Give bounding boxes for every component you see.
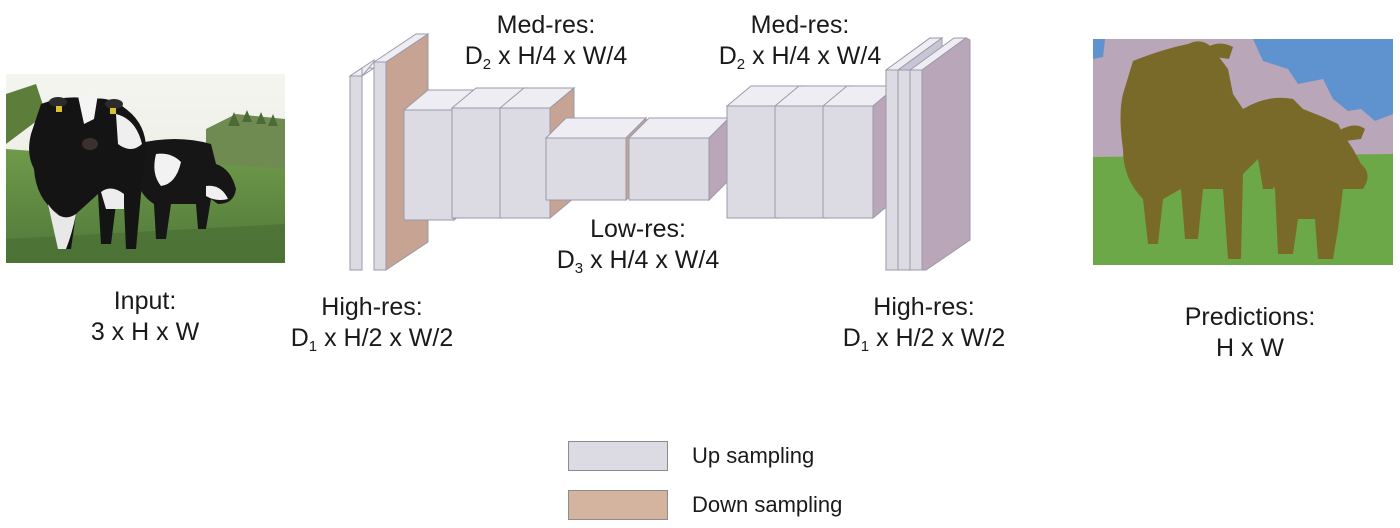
legend-label-down: Down sampling	[692, 492, 843, 517]
highres-right-label: High-res: D1 x H/2 x W/2	[842, 293, 1006, 355]
encoder-highres-layer-1	[348, 67, 376, 271]
lowres-block-2	[627, 116, 731, 202]
medres-right-label: Med-res: D2 x H/4 x W/4	[718, 11, 882, 73]
predictions-label: Predictions: H x W	[1184, 303, 1316, 362]
highres-left-label: High-res: D1 x H/2 x W/2	[290, 293, 454, 355]
legend-label-up: Up sampling	[692, 443, 815, 468]
encoder-medres-block-3	[498, 86, 576, 220]
lowres-label: Low-res: D3 x H/4 x W/4	[556, 215, 720, 277]
legend-up-sampling: Up sampling	[568, 441, 814, 471]
medres-left-label: Med-res: D2 x H/4 x W/4	[464, 11, 628, 73]
input-label: Input: 3 x H x W	[90, 287, 200, 346]
legend-swatch-down	[568, 490, 668, 520]
input-photo	[6, 74, 285, 263]
legend-swatch-up	[568, 441, 668, 471]
prediction-map	[1093, 39, 1393, 265]
legend-down-sampling: Down sampling	[568, 490, 842, 520]
decoder-highres-layer-3	[908, 37, 971, 271]
